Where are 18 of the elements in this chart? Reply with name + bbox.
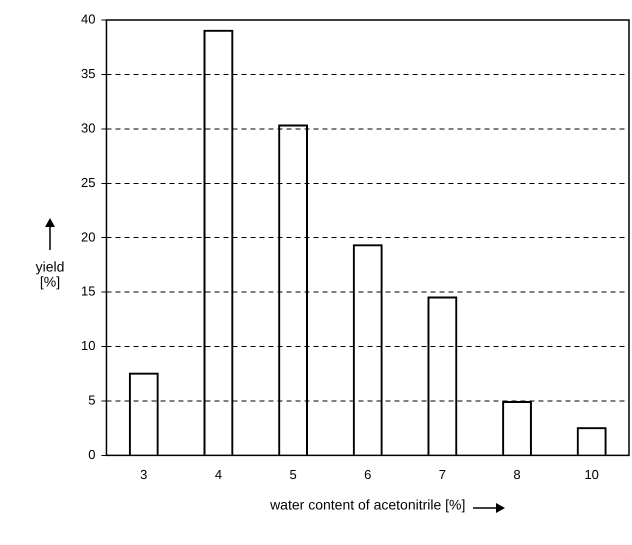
y-tick-label: 30 [80, 120, 96, 136]
y-axis-title: yield [%] [36, 258, 64, 290]
y-tick-label: 25 [80, 174, 96, 190]
x-tick-label: 8 [513, 466, 521, 482]
x-tick-label: 10 [584, 466, 599, 482]
y-tick-label: 40 [80, 12, 96, 27]
x-tick-label: 3 [140, 466, 148, 482]
x-tick-label: 6 [364, 466, 372, 482]
y-tick-label: 0 [88, 446, 96, 462]
y-tick-label: 10 [80, 338, 96, 354]
y-tick-label: 35 [80, 66, 96, 82]
x-tick-label: 5 [289, 466, 297, 482]
y-tick-label: 20 [80, 229, 96, 244]
y-tick-label: 5 [88, 392, 96, 408]
x-axis-title: water content of acetonitrile [%] [269, 496, 466, 512]
x-tick-label: 4 [214, 466, 222, 482]
y-tick-label: 15 [80, 284, 96, 299]
x-tick-label: 7 [438, 466, 446, 482]
